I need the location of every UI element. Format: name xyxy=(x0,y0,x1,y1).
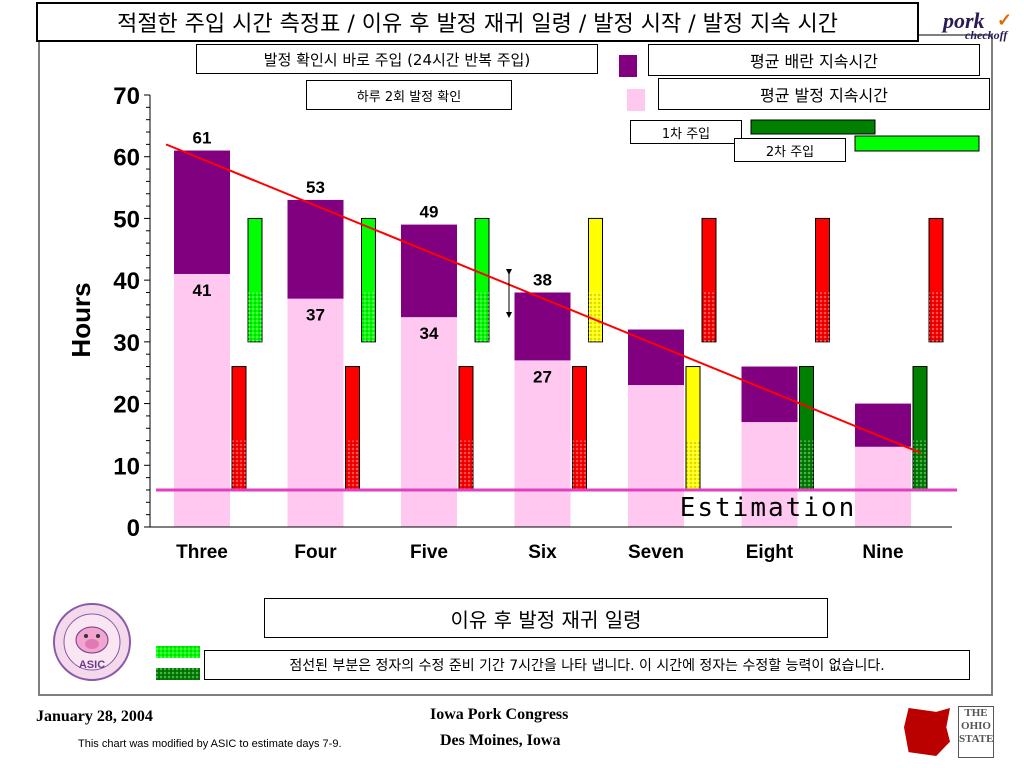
bar-ovulation-eight xyxy=(741,366,798,423)
y-tick-label: 20 xyxy=(113,392,140,419)
page-title: 적절한 주입 시간 측정표 / 이유 후 발정 재귀 일령 / 발정 시작 / … xyxy=(36,2,919,42)
data-label-lower: 37 xyxy=(306,306,325,325)
y-axis-title: Hours xyxy=(66,282,96,357)
bar-ovulation-six xyxy=(514,292,571,361)
data-label-total: 38 xyxy=(533,270,552,289)
ohio-state-logo: THE OHIO STATE xyxy=(904,706,1014,762)
y-tick-label: 60 xyxy=(113,145,140,172)
x-tick-label: Six xyxy=(528,542,557,563)
footer-event-location: Des Moines, Iowa xyxy=(440,732,561,749)
legend-estrus-swatch xyxy=(627,89,645,111)
insemination-box: 발정 확인시 바로 주입 (24시간 반복 주입) xyxy=(196,44,598,74)
bar-estrus-eight xyxy=(741,422,798,527)
data-label-total: 61 xyxy=(193,129,212,148)
window-first-dots-four xyxy=(345,440,360,490)
bar-ovulation-seven xyxy=(628,329,684,386)
svg-text:ASIC: ASIC xyxy=(79,659,105,671)
legend-ovulation-label: 평균 배란 지속시간 xyxy=(648,44,980,76)
y-tick-label: 50 xyxy=(113,206,140,233)
window-first-dots-nine xyxy=(913,440,927,490)
bar-ovulation-nine xyxy=(855,403,911,447)
bar-estrus-seven xyxy=(628,385,684,527)
footer-note: This chart was modified by ASIC to estim… xyxy=(78,738,342,750)
second-insemination-swatch xyxy=(854,135,980,152)
y-tick-label: 0 xyxy=(127,515,140,542)
bar-estrus-nine xyxy=(855,446,911,527)
x-tick-label: Four xyxy=(294,542,337,563)
x-tick-label: Five xyxy=(410,542,448,563)
bar-ovulation-three xyxy=(174,150,230,274)
window-second-dots-five xyxy=(475,292,489,342)
window-first-dots-eight xyxy=(799,440,814,490)
data-label-total: 53 xyxy=(306,178,325,197)
window-second-dots-three xyxy=(248,292,262,342)
pork-checkoff-logo: pork ✓ checkoff xyxy=(943,8,1013,42)
footer-event-name: Iowa Pork Congress xyxy=(430,706,569,723)
bar-ovulation-four xyxy=(287,199,344,299)
x-tick-label: Eight xyxy=(746,542,794,563)
x-tick-label: Seven xyxy=(628,542,684,563)
window-second-dots-nine xyxy=(929,292,943,342)
data-label-lower: 34 xyxy=(420,324,439,343)
legend-ovulation-swatch xyxy=(619,55,637,77)
estimation-label: Estimation xyxy=(680,493,857,523)
window-first-dots-five xyxy=(459,440,473,490)
first-insemination-swatch xyxy=(750,119,876,135)
first-insemination-label: 1차 주입 xyxy=(630,120,742,144)
trend-line xyxy=(165,143,922,454)
second-insemination-label: 2차 주입 xyxy=(734,138,846,162)
legend-estrus-label: 평균 발정 지속시간 xyxy=(658,78,990,110)
window-second-dots-four xyxy=(361,292,376,342)
window-second-dots-eight xyxy=(815,292,830,342)
dotted-legend-light-pattern xyxy=(156,646,200,658)
dotted-legend-dark-pattern xyxy=(156,668,200,680)
y-tick-label: 10 xyxy=(113,453,140,480)
bar-estrus-six xyxy=(514,360,571,527)
asic-logo: ASIC xyxy=(52,602,132,682)
bar-estrus-five xyxy=(401,317,457,527)
y-tick-label: 40 xyxy=(113,268,140,295)
y-tick-label: 30 xyxy=(113,330,140,357)
bar-estrus-four xyxy=(287,298,344,527)
y-tick-label: 70 xyxy=(113,83,140,110)
x-tick-label: Nine xyxy=(862,542,903,563)
data-label-lower: 41 xyxy=(193,281,212,300)
data-label-lower: 27 xyxy=(533,367,552,386)
window-first-dots-three xyxy=(232,440,246,490)
bar-ovulation-five xyxy=(401,224,457,318)
bar-estrus-three xyxy=(174,273,230,527)
window-second-dots-seven xyxy=(702,292,716,342)
window-first-dots-seven xyxy=(686,440,700,490)
x-axis-title-box: 이유 후 발정 재귀 일령 xyxy=(264,598,828,638)
data-label-total: 49 xyxy=(420,203,439,222)
x-tick-label: Three xyxy=(176,542,228,563)
dotted-note-box: 점선된 부분은 정자의 수정 준비 기간 7시간을 나타 냅니다. 이 시간에 … xyxy=(204,650,970,680)
footer-date: January 28, 2004 xyxy=(36,708,153,725)
window-second-dots-six xyxy=(588,292,603,342)
twice-daily-box: 하루 2회 발정 확인 xyxy=(306,80,512,110)
window-first-dots-six xyxy=(572,440,587,490)
